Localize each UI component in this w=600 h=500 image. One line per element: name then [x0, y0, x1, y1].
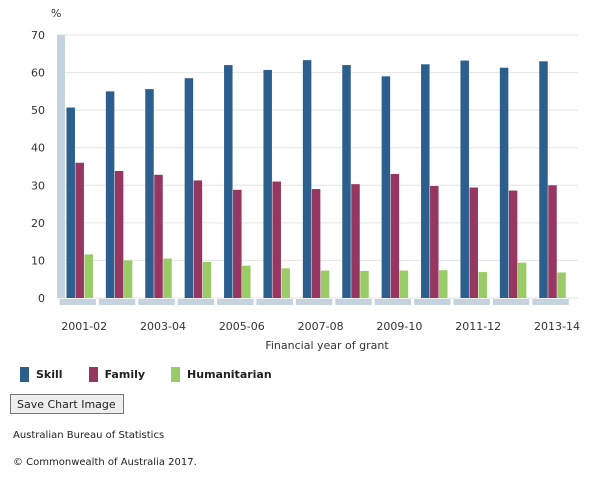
legend-label-family: Family — [104, 368, 146, 381]
bar-humanitarian-2001-02[interactable] — [84, 254, 93, 298]
legend-swatch-skill — [20, 367, 29, 382]
y-tick-label-50: 50 — [31, 104, 45, 117]
x-axis-segment-2009-10 — [374, 299, 412, 305]
bar-skill-2006-07[interactable] — [263, 69, 272, 298]
bar-humanitarian-2012-13[interactable] — [517, 262, 527, 298]
x-axis-segment-2008-09 — [335, 299, 372, 305]
bar-humanitarian-2004-05[interactable] — [202, 261, 212, 298]
bar-skill-2004-05[interactable] — [184, 78, 194, 298]
y-tick-label-20: 20 — [31, 217, 45, 230]
legend-item-skill[interactable]: Skill — [20, 367, 63, 382]
x-tick-label-2009-10: 2009-10 — [376, 320, 422, 333]
bar-humanitarian-2006-07[interactable] — [281, 268, 290, 298]
bar-humanitarian-2009-10[interactable] — [399, 270, 409, 298]
copyright-text: © Commonwealth of Australia 2017. — [13, 457, 197, 468]
bar-family-2008-09[interactable] — [351, 184, 360, 298]
bar-skill-2012-13[interactable] — [499, 67, 509, 299]
source-text: Australian Bureau of Statistics — [13, 430, 165, 441]
legend-label-skill: Skill — [36, 368, 63, 381]
y-tick-label-30: 30 — [31, 179, 45, 192]
bar-humanitarian-2007-08[interactable] — [320, 270, 330, 298]
bar-family-2006-07[interactable] — [272, 181, 281, 298]
x-axis-segment-2003-04 — [138, 299, 175, 305]
bar-family-2010-11[interactable] — [430, 186, 439, 298]
y-tick-label-70: 70 — [31, 29, 45, 42]
bar-skill-2011-12[interactable] — [460, 60, 469, 299]
bar-skill-2001-02[interactable] — [66, 107, 75, 299]
x-tick-label-2011-12: 2011-12 — [455, 320, 501, 333]
bar-family-2011-12[interactable] — [469, 187, 478, 298]
y-tick-label-0: 0 — [38, 292, 45, 305]
x-axis-segment-2004-05 — [177, 299, 215, 305]
x-axis-segment-2012-13 — [492, 299, 530, 305]
bar-humanitarian-2008-09[interactable] — [360, 270, 369, 298]
bars — [66, 60, 566, 299]
bar-skill-2005-06[interactable] — [224, 65, 233, 298]
save-chart-image-button[interactable]: Save Chart Image — [10, 394, 124, 414]
bar-family-2009-10[interactable] — [390, 174, 400, 298]
bar-skill-2009-10[interactable] — [381, 76, 391, 298]
x-axis-segment-2006-07 — [256, 299, 293, 305]
bar-humanitarian-2002-03[interactable] — [123, 260, 133, 298]
x-axis-segment-2010-11 — [414, 299, 451, 305]
x-axis-segment-2011-12 — [453, 299, 490, 305]
bar-skill-2008-09[interactable] — [342, 65, 351, 298]
y-tick-label-60: 60 — [31, 67, 45, 80]
legend: Skill Family Humanitarian — [20, 367, 298, 382]
bar-family-2013-14[interactable] — [548, 185, 557, 298]
x-axis-segment-2005-06 — [217, 299, 254, 305]
bar-skill-2013-14[interactable] — [539, 61, 548, 298]
bar-family-2002-03[interactable] — [114, 171, 124, 298]
legend-swatch-family — [88, 367, 98, 382]
bar-family-2005-06[interactable] — [233, 189, 242, 298]
y-tick-label-10: 10 — [31, 254, 45, 267]
tick-labels: 0 10 20 30 40 50 60 70 2001-02 2003-04 2005-06 2007… — [31, 29, 580, 333]
x-tick-label-2007-08: 2007-08 — [298, 320, 344, 333]
legend-item-humanitarian[interactable]: Humanitarian — [171, 367, 272, 382]
y-tick-label-40: 40 — [31, 142, 45, 155]
bar-family-2003-04[interactable] — [154, 174, 163, 298]
y-axis-band — [57, 35, 65, 298]
bar-humanitarian-2005-06[interactable] — [242, 265, 251, 298]
bar-family-2007-08[interactable] — [311, 189, 321, 298]
x-axis-title: Financial year of grant — [265, 339, 389, 352]
x-axis-segment-2001-02 — [59, 299, 96, 305]
bar-family-2004-05[interactable] — [193, 180, 203, 298]
legend-label-humanitarian: Humanitarian — [187, 368, 272, 381]
bar-family-2012-13[interactable] — [508, 190, 518, 298]
bar-skill-2010-11[interactable] — [421, 64, 430, 298]
bar-humanitarian-2013-14[interactable] — [557, 272, 566, 298]
bar-chart: 0 10 20 30 40 50 60 70 2001-02 2003-04 2005-06 2007… — [31, 7, 580, 352]
x-axis-segment-2013-14 — [532, 299, 569, 305]
bar-humanitarian-2011-12[interactable] — [478, 272, 487, 298]
bar-humanitarian-2003-04[interactable] — [163, 258, 172, 298]
x-axis-segment-2007-08 — [295, 299, 333, 305]
x-tick-label-2001-02: 2001-02 — [61, 320, 107, 333]
bar-skill-2007-08[interactable] — [302, 60, 312, 299]
y-axis-unit: % — [51, 7, 61, 20]
bar-skill-2003-04[interactable] — [145, 89, 154, 298]
bar-skill-2002-03[interactable] — [105, 91, 115, 298]
legend-item-family[interactable]: Family — [88, 367, 146, 382]
x-tick-label-2003-04: 2003-04 — [140, 320, 186, 333]
x-tick-label-2013-14: 2013-14 — [534, 320, 580, 333]
axis-frame — [57, 35, 569, 305]
bar-humanitarian-2010-11[interactable] — [439, 270, 448, 298]
x-axis-segment-2002-03 — [98, 299, 136, 305]
x-tick-label-2005-06: 2005-06 — [219, 320, 265, 333]
legend-swatch-humanitarian — [171, 367, 181, 382]
bar-family-2001-02[interactable] — [75, 162, 84, 298]
